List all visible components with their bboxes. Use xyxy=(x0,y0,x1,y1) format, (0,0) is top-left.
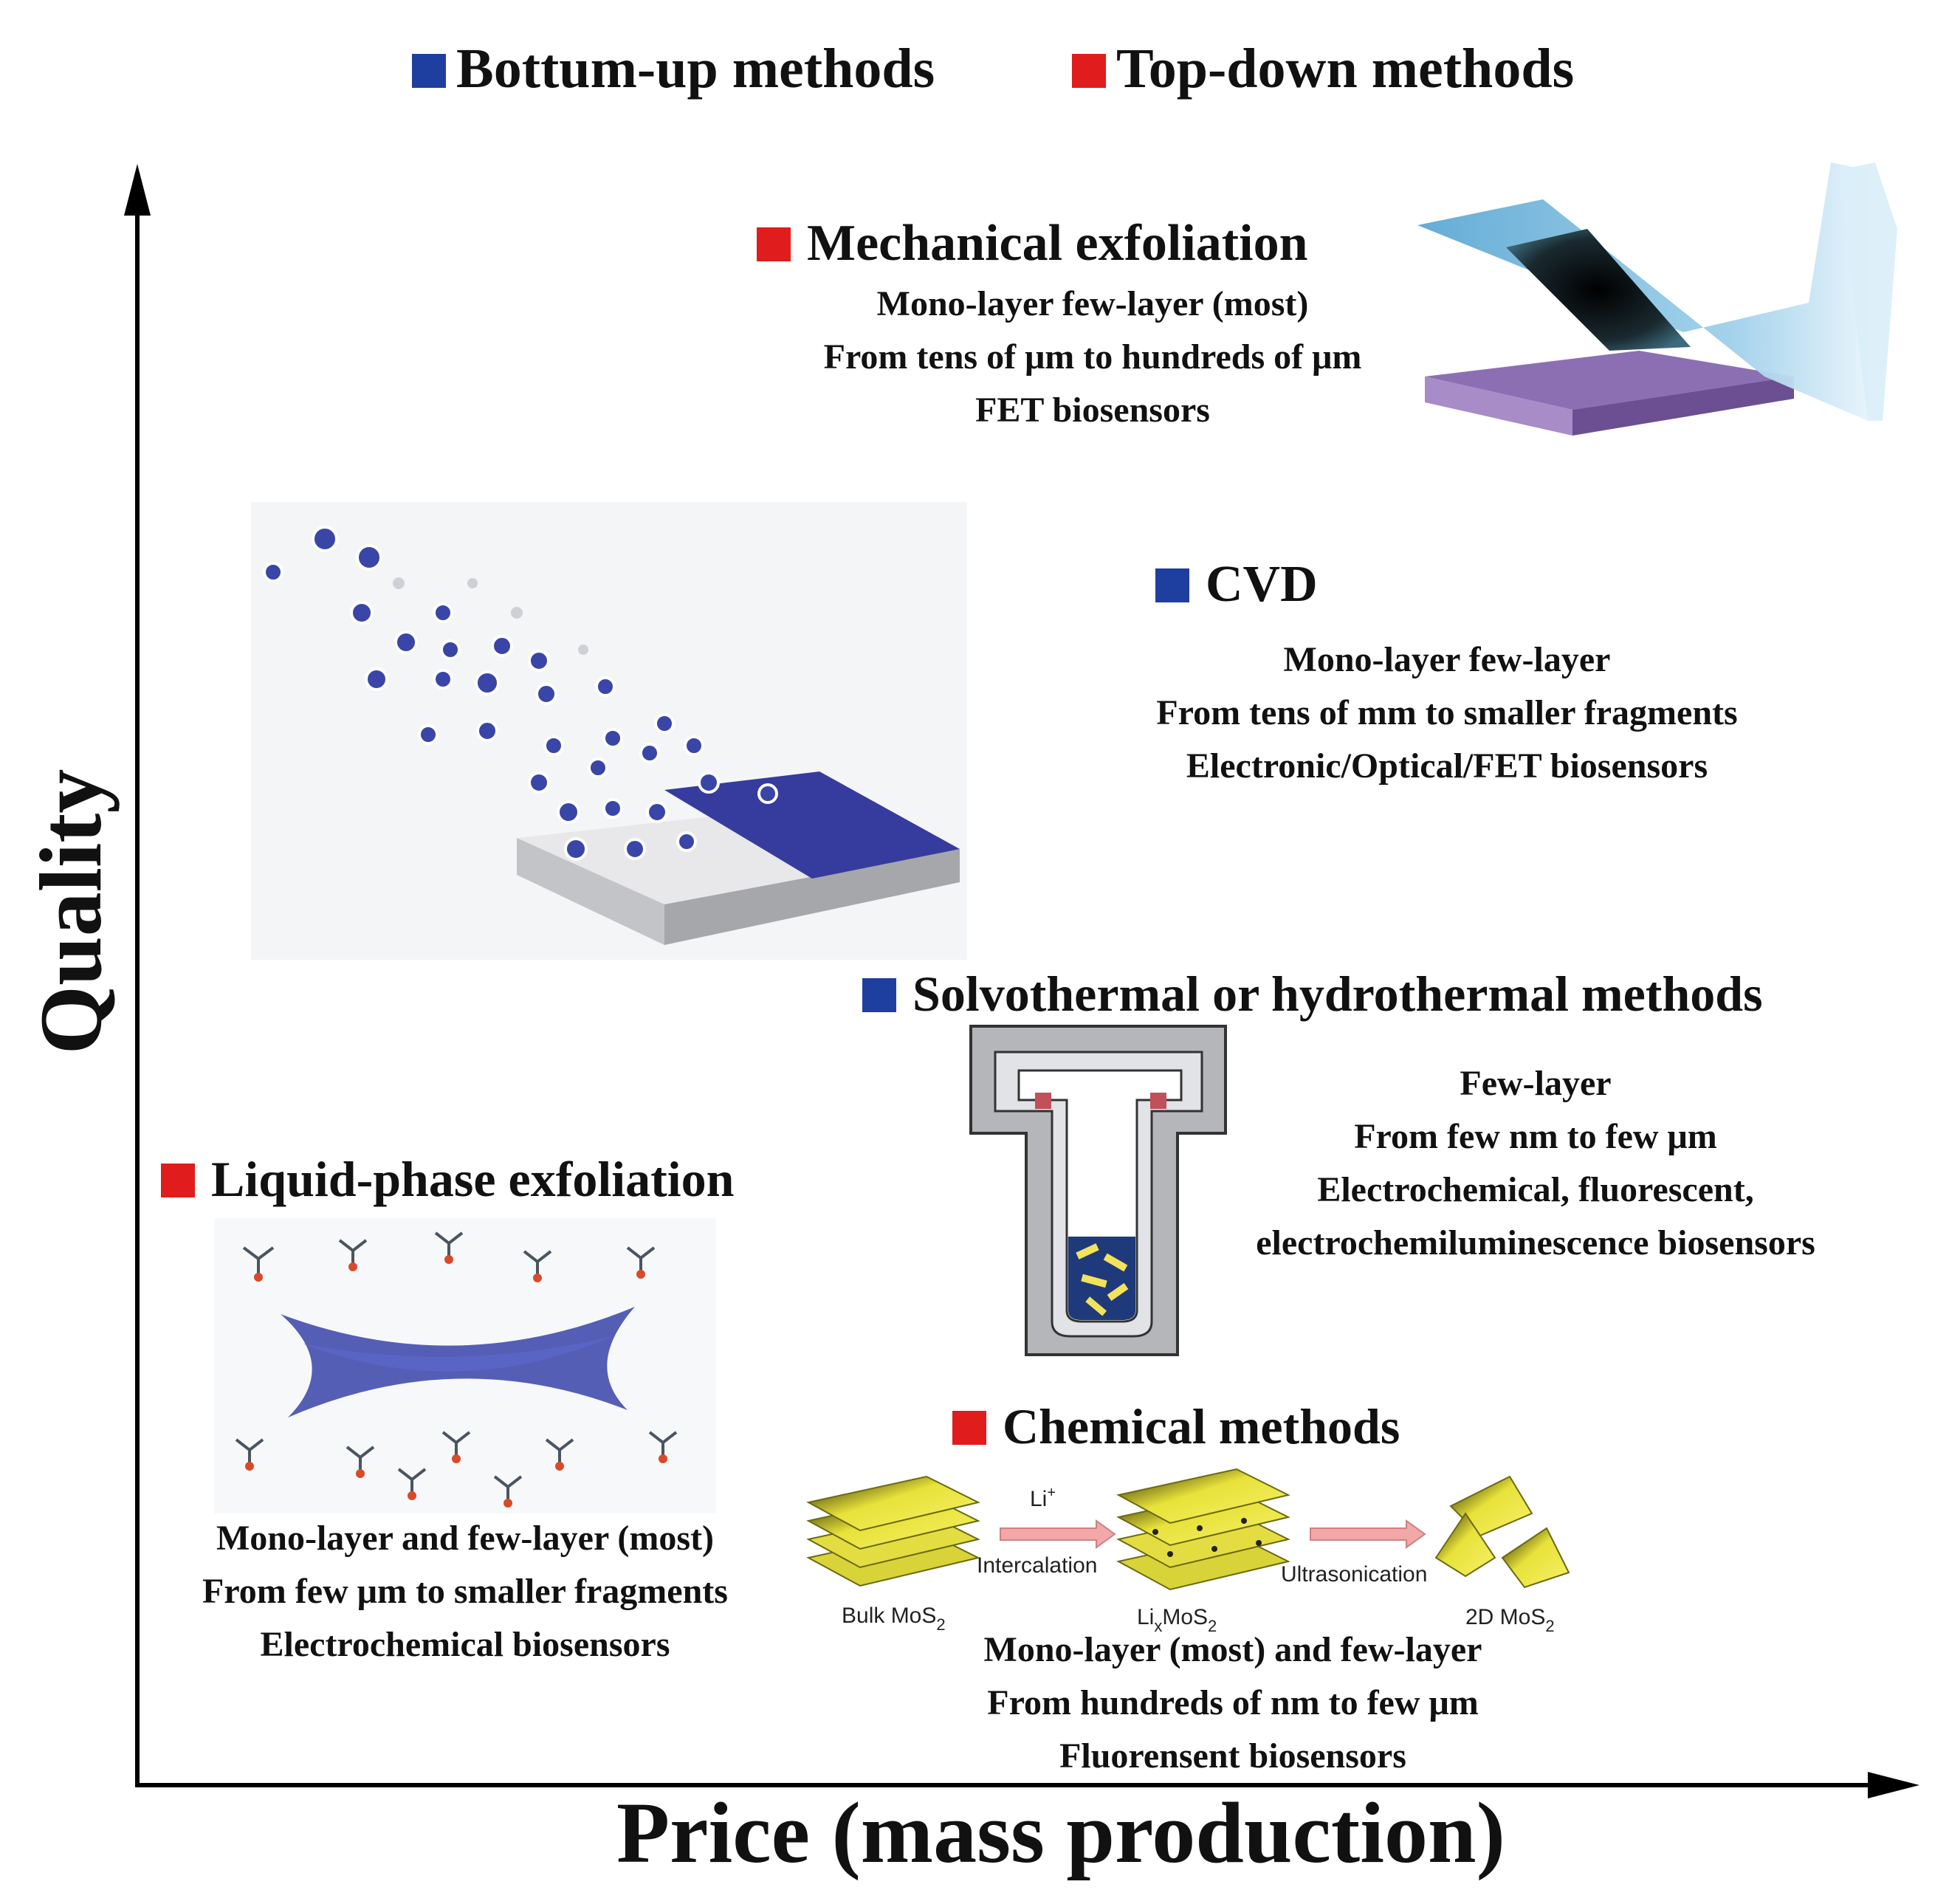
chemical-details: Mono-layer (most) and few-layer From hun… xyxy=(879,1623,1587,1783)
mechanical-line-1: Mono-layer few-layer (most) xyxy=(876,284,1309,323)
bulk-mos2-label: Bulk MoS2 xyxy=(842,1604,946,1634)
legend-top-down: Top-down methods xyxy=(1072,35,1574,102)
mechanical-title-text: Mechanical exfoliation xyxy=(807,215,1308,272)
chemical-scheme-illustration: Li+ Intercalation Ultrasonication Bulk M… xyxy=(806,1468,1570,1635)
cvd-line-1: Mono-layer few-layer xyxy=(1283,640,1611,679)
lixmos2-label: LixMoS2 xyxy=(1137,1605,1217,1635)
mechanical-exfoliation-illustration xyxy=(1417,162,1897,436)
liquid-line-1: Mono-layer and few-layer (most) xyxy=(216,1519,715,1558)
x-axis-arrow xyxy=(1868,1772,1919,1798)
solvothermal-title-text: Solvothermal or hydrothermal methods xyxy=(912,966,1763,1022)
solvothermal-type-swatch xyxy=(862,978,896,1013)
cvd-title-text: CVD xyxy=(1206,556,1318,613)
y-axis-label: Quality xyxy=(21,769,120,1055)
legend-top-down-label: Top-down methods xyxy=(1116,38,1575,100)
ultrasonication-label: Ultrasonication xyxy=(1281,1562,1427,1587)
cvd-type-swatch xyxy=(1155,568,1189,602)
legend-top-down-swatch xyxy=(1072,53,1106,88)
legend-bottom-up-label: Bottum-up methods xyxy=(456,38,935,100)
intercalation-arrow xyxy=(1000,1519,1116,1549)
li-label: Li+ xyxy=(1030,1485,1056,1511)
mechanical-exfoliation-title: Mechanical exfoliation xyxy=(757,218,1308,269)
chemical-title-text: Chemical methods xyxy=(1003,1398,1400,1454)
liquid-phase-illustration xyxy=(214,1218,716,1513)
mechanical-line-3: FET biosensors xyxy=(975,391,1210,430)
autoclave-illustration xyxy=(969,1025,1227,1356)
2d-mos2-flakes xyxy=(1434,1475,1570,1589)
legend-bottom-up: Bottum-up methods xyxy=(412,35,935,102)
cvd-details: Mono-layer few-layer From tens of mm to … xyxy=(1063,633,1831,793)
liquid-type-swatch xyxy=(161,1164,195,1198)
solvothermal-line-3: Electrochemical, fluorescent, xyxy=(1317,1170,1754,1209)
x-axis-label: Price (mass production) xyxy=(616,1784,1505,1881)
solvothermal-line-2: From few nm to few μm xyxy=(1354,1117,1717,1156)
liquid-line-3: Electrochemical biosensors xyxy=(260,1625,670,1664)
solvothermal-line-1: Few-layer xyxy=(1460,1064,1612,1103)
bulk-mos2-stack xyxy=(806,1475,980,1587)
mechanical-type-swatch xyxy=(757,227,791,261)
liquid-phase-title: Liquid-phase exfoliation xyxy=(161,1154,735,1204)
solvothermal-title: Solvothermal or hydrothermal methods xyxy=(862,969,1763,1019)
chemical-line-1: Mono-layer (most) and few-layer xyxy=(983,1630,1482,1669)
cvd-line-3: Electronic/Optical/FET biosensors xyxy=(1186,746,1708,786)
legend-bottom-up-swatch xyxy=(412,53,446,88)
ultrasonication-arrow xyxy=(1310,1519,1426,1549)
mechanical-line-2: From tens of μm to hundreds of μm xyxy=(823,337,1362,377)
cvd-title: CVD xyxy=(1155,559,1318,611)
mechanical-details: Mono-layer few-layer (most) From tens of… xyxy=(753,278,1432,437)
solvothermal-line-4: electrochemiluminescence biosensors xyxy=(1256,1223,1815,1262)
chemical-type-swatch xyxy=(952,1411,986,1446)
cvd-illustration xyxy=(251,502,967,960)
lixmos2-stack xyxy=(1116,1468,1290,1591)
chemical-line-2: From hundreds of nm to few μm xyxy=(987,1683,1479,1722)
chemical-line-3: Fluorensent biosensors xyxy=(1059,1736,1406,1776)
liquid-title-text: Liquid-phase exfoliation xyxy=(211,1151,735,1207)
cvd-line-2: From tens of mm to smaller fragments xyxy=(1156,693,1738,732)
liquid-phase-details: Mono-layer and few-layer (most) From few… xyxy=(133,1512,797,1671)
chemical-methods-title: Chemical methods xyxy=(952,1401,1400,1451)
solvothermal-details: Few-layer From few nm to few μm Electroc… xyxy=(1181,1057,1890,1270)
y-axis-arrow xyxy=(124,164,151,216)
2d-mos2-label: 2D MoS2 xyxy=(1465,1605,1555,1635)
cvd-particles xyxy=(263,526,778,861)
intercalation-label: Intercalation xyxy=(977,1553,1097,1578)
solvent-molecules xyxy=(235,1231,678,1502)
liquid-line-2: From few μm to smaller fragments xyxy=(202,1572,728,1611)
